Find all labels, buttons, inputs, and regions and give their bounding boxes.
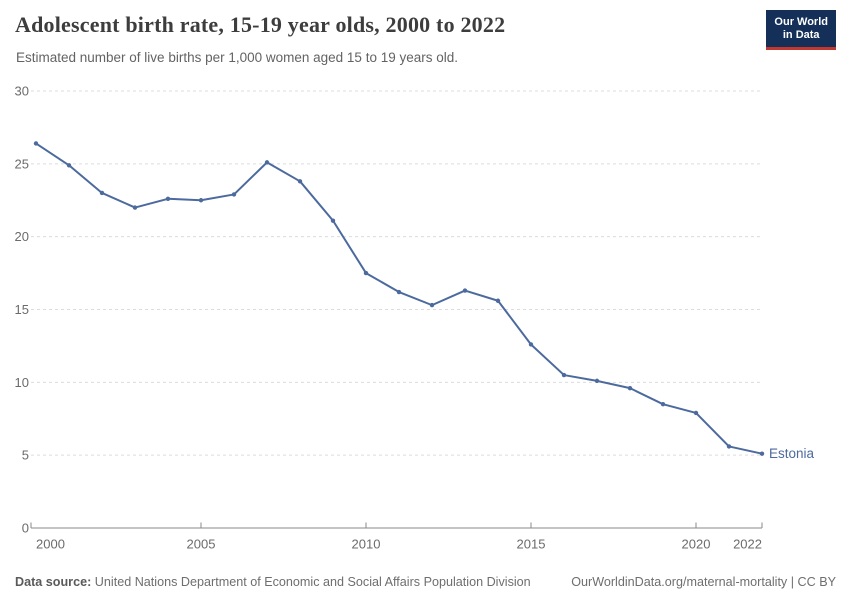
- data-point-2007[interactable]: [264, 160, 270, 165]
- x-axis-label-2005: 2005: [187, 537, 216, 552]
- x-axis-label-2020: 2020: [682, 537, 711, 552]
- data-point-2011[interactable]: [396, 289, 402, 295]
- page-title: Adolescent birth rate, 15-19 year olds, …: [15, 12, 506, 37]
- data-point-2018[interactable]: [627, 385, 633, 391]
- y-axis-label-20: 20: [15, 229, 29, 244]
- y-axis-label-5: 5: [22, 448, 29, 463]
- owid-logo[interactable]: Our World in Data: [766, 10, 836, 50]
- data-point-2003[interactable]: [132, 205, 138, 210]
- y-axis-label-15: 15: [15, 302, 29, 317]
- data-source-label: Data source:: [15, 575, 92, 589]
- data-source-value: United Nations Department of Economic an…: [94, 575, 531, 589]
- data-point-2020[interactable]: [693, 410, 699, 416]
- data-point-2001[interactable]: [66, 163, 72, 168]
- data-point-2021[interactable]: [726, 444, 732, 449]
- data-point-2013[interactable]: [462, 288, 468, 293]
- x-axis-label-2015: 2015: [517, 537, 546, 552]
- x-axis-label-2022: 2022: [733, 537, 762, 552]
- data-point-2019[interactable]: [660, 401, 666, 407]
- owid-logo-line1: Our World: [774, 16, 828, 28]
- data-point-2008[interactable]: [297, 179, 303, 184]
- data-point-2017[interactable]: [594, 378, 600, 384]
- data-point-2022[interactable]: [759, 451, 765, 456]
- data-point-2014[interactable]: [495, 298, 501, 303]
- data-point-2005[interactable]: [198, 198, 204, 203]
- owid-logo-line2: in Data: [782, 29, 820, 41]
- chart-subtitle: Estimated number of live births per 1,00…: [16, 50, 458, 65]
- y-axis-label-0: 0: [22, 521, 29, 536]
- data-point-2016[interactable]: [561, 372, 567, 378]
- x-axis-label-2010: 2010: [352, 537, 381, 552]
- y-axis-label-25: 25: [15, 156, 29, 171]
- data-point-2009[interactable]: [330, 218, 336, 223]
- line-series-estonia: [35, 142, 763, 455]
- data-point-2015[interactable]: [528, 342, 534, 347]
- data-point-2010[interactable]: [363, 270, 369, 276]
- data-point-2002[interactable]: [99, 190, 105, 196]
- chart-footer: Data source: United Nations Department o…: [15, 575, 836, 589]
- data-point-2012[interactable]: [429, 302, 435, 308]
- x-axis-label-2000: 2000: [36, 537, 65, 552]
- credit-link[interactable]: OurWorldinData.org/maternal-mortality | …: [571, 575, 836, 589]
- data-point-2000[interactable]: [33, 141, 39, 146]
- y-axis-label-30: 30: [15, 84, 29, 99]
- series-end-label[interactable]: Estonia: [769, 446, 815, 461]
- y-axis-label-10: 10: [15, 375, 29, 390]
- data-point-2006[interactable]: [231, 192, 237, 197]
- data-source: Data source: United Nations Department o…: [15, 575, 531, 589]
- data-point-2004[interactable]: [165, 196, 171, 201]
